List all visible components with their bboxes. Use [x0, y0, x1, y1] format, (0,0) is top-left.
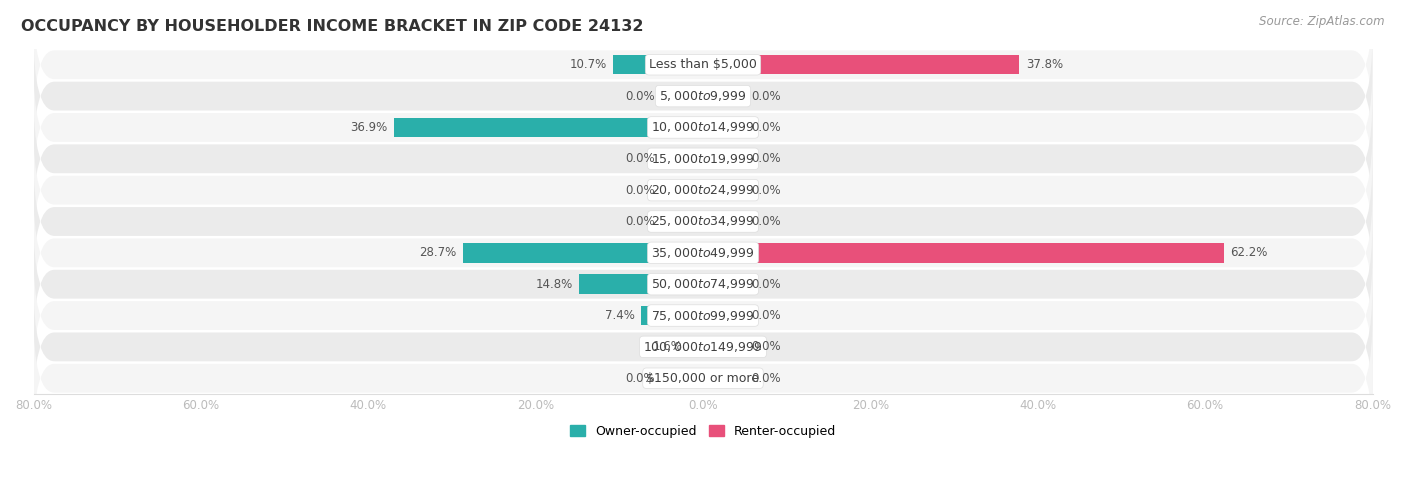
Bar	[579, 275, 703, 294]
Bar	[661, 149, 703, 169]
Text: 0.0%: 0.0%	[752, 121, 782, 134]
FancyBboxPatch shape	[34, 126, 1372, 254]
Text: Less than $5,000: Less than $5,000	[650, 58, 756, 71]
FancyBboxPatch shape	[34, 158, 1372, 285]
Bar	[703, 86, 745, 106]
FancyBboxPatch shape	[34, 32, 1372, 160]
Text: $5,000 to $9,999: $5,000 to $9,999	[659, 89, 747, 103]
Text: 7.4%: 7.4%	[605, 309, 634, 322]
FancyBboxPatch shape	[34, 189, 1372, 317]
Text: 36.9%: 36.9%	[350, 121, 388, 134]
Bar	[703, 337, 745, 356]
Text: 0.0%: 0.0%	[752, 278, 782, 291]
Text: $20,000 to $24,999: $20,000 to $24,999	[651, 183, 755, 197]
Text: 0.0%: 0.0%	[752, 340, 782, 354]
Text: 37.8%: 37.8%	[1026, 58, 1063, 71]
Text: 0.0%: 0.0%	[624, 184, 654, 197]
FancyBboxPatch shape	[34, 314, 1372, 442]
Bar	[703, 55, 1019, 75]
Bar	[641, 306, 703, 325]
Text: $75,000 to $99,999: $75,000 to $99,999	[651, 309, 755, 322]
Bar	[463, 243, 703, 262]
Text: 0.0%: 0.0%	[752, 184, 782, 197]
FancyBboxPatch shape	[34, 63, 1372, 191]
Text: $10,000 to $14,999: $10,000 to $14,999	[651, 120, 755, 134]
Bar	[613, 55, 703, 75]
Bar	[661, 369, 703, 388]
Bar	[703, 275, 745, 294]
FancyBboxPatch shape	[34, 220, 1372, 348]
Text: 0.0%: 0.0%	[752, 90, 782, 103]
Text: Source: ZipAtlas.com: Source: ZipAtlas.com	[1260, 15, 1385, 28]
Bar	[703, 180, 745, 200]
Text: $100,000 to $149,999: $100,000 to $149,999	[644, 340, 762, 354]
Text: $35,000 to $49,999: $35,000 to $49,999	[651, 246, 755, 260]
FancyBboxPatch shape	[34, 95, 1372, 223]
Bar	[661, 180, 703, 200]
Bar	[703, 243, 1223, 262]
Text: $50,000 to $74,999: $50,000 to $74,999	[651, 277, 755, 291]
Text: $25,000 to $34,999: $25,000 to $34,999	[651, 214, 755, 228]
Text: 0.0%: 0.0%	[624, 90, 654, 103]
Text: 10.7%: 10.7%	[569, 58, 607, 71]
Text: 62.2%: 62.2%	[1230, 246, 1268, 260]
Text: 0.0%: 0.0%	[752, 152, 782, 165]
Bar	[689, 337, 703, 356]
Text: 0.0%: 0.0%	[624, 152, 654, 165]
Text: 28.7%: 28.7%	[419, 246, 456, 260]
Bar	[661, 86, 703, 106]
Text: 0.0%: 0.0%	[752, 215, 782, 228]
Bar	[703, 149, 745, 169]
FancyBboxPatch shape	[34, 252, 1372, 379]
Text: $15,000 to $19,999: $15,000 to $19,999	[651, 152, 755, 166]
Text: $150,000 or more: $150,000 or more	[647, 372, 759, 385]
Text: 0.0%: 0.0%	[624, 215, 654, 228]
Bar	[703, 306, 745, 325]
FancyBboxPatch shape	[34, 1, 1372, 129]
Text: OCCUPANCY BY HOUSEHOLDER INCOME BRACKET IN ZIP CODE 24132: OCCUPANCY BY HOUSEHOLDER INCOME BRACKET …	[21, 19, 644, 35]
Bar	[703, 369, 745, 388]
FancyBboxPatch shape	[34, 283, 1372, 411]
Bar	[703, 118, 745, 137]
Bar	[394, 118, 703, 137]
Text: 0.0%: 0.0%	[624, 372, 654, 385]
Bar	[703, 212, 745, 231]
Text: 0.0%: 0.0%	[752, 372, 782, 385]
Bar	[661, 212, 703, 231]
Text: 0.0%: 0.0%	[752, 309, 782, 322]
Text: 14.8%: 14.8%	[536, 278, 572, 291]
Text: 1.6%: 1.6%	[652, 340, 683, 354]
Legend: Owner-occupied, Renter-occupied: Owner-occupied, Renter-occupied	[565, 420, 841, 443]
